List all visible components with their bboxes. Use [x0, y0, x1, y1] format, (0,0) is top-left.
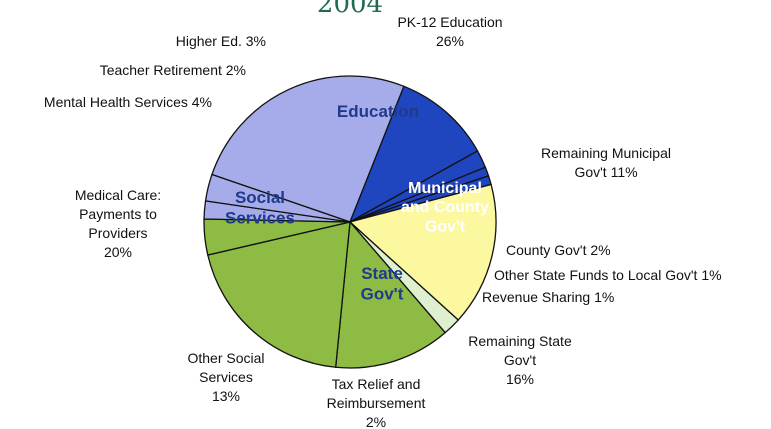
- pie-slice-11: [204, 173, 351, 223]
- chart-title: 2004: [317, 0, 383, 19]
- group-label-2: State Gov't: [361, 264, 404, 303]
- slice-label-8: Medical Care: Payments to Providers 20%: [75, 187, 161, 260]
- slice-label-11: Higher Ed. 3%: [176, 33, 266, 49]
- pie-slice-8: [207, 221, 351, 368]
- slice-label-1: Remaining Municipal Gov't 11%: [541, 145, 671, 180]
- pie-slices: [203, 75, 497, 369]
- slice-label-2: County Gov't 2%: [506, 242, 611, 258]
- slice-label-7: Other Social Services 13%: [187, 350, 264, 404]
- pie-slice-1: [349, 85, 479, 223]
- pie-slice-0: [211, 75, 405, 223]
- slice-label-6: Tax Relief and Reimbursement 2%: [327, 376, 426, 429]
- slice-label-3: Other State Funds to Local Gov't 1%: [494, 267, 722, 283]
- slice-label-5: Remaining State Gov't 16%: [468, 333, 572, 387]
- slice-label-9: Mental Health Services 4%: [44, 94, 212, 110]
- group-label-0: Education: [337, 102, 419, 121]
- group-label-3: Social Services: [225, 188, 295, 227]
- group-labels: Education Municipal and County Gov't State Go…: [225, 102, 489, 303]
- slice-label-10: Teacher Retirement 2%: [100, 62, 246, 78]
- group-label-1: Municipal and County Gov't: [401, 180, 489, 235]
- slice-label-0: PK-12 Education 26%: [397, 14, 502, 49]
- slice-label-4: Revenue Sharing 1%: [482, 289, 614, 305]
- pie-slice-5: [349, 183, 497, 321]
- pie-slice-7: [335, 221, 446, 369]
- slice-labels: PK-12 Education 26% Remaining Municipal Gov…: [44, 14, 722, 429]
